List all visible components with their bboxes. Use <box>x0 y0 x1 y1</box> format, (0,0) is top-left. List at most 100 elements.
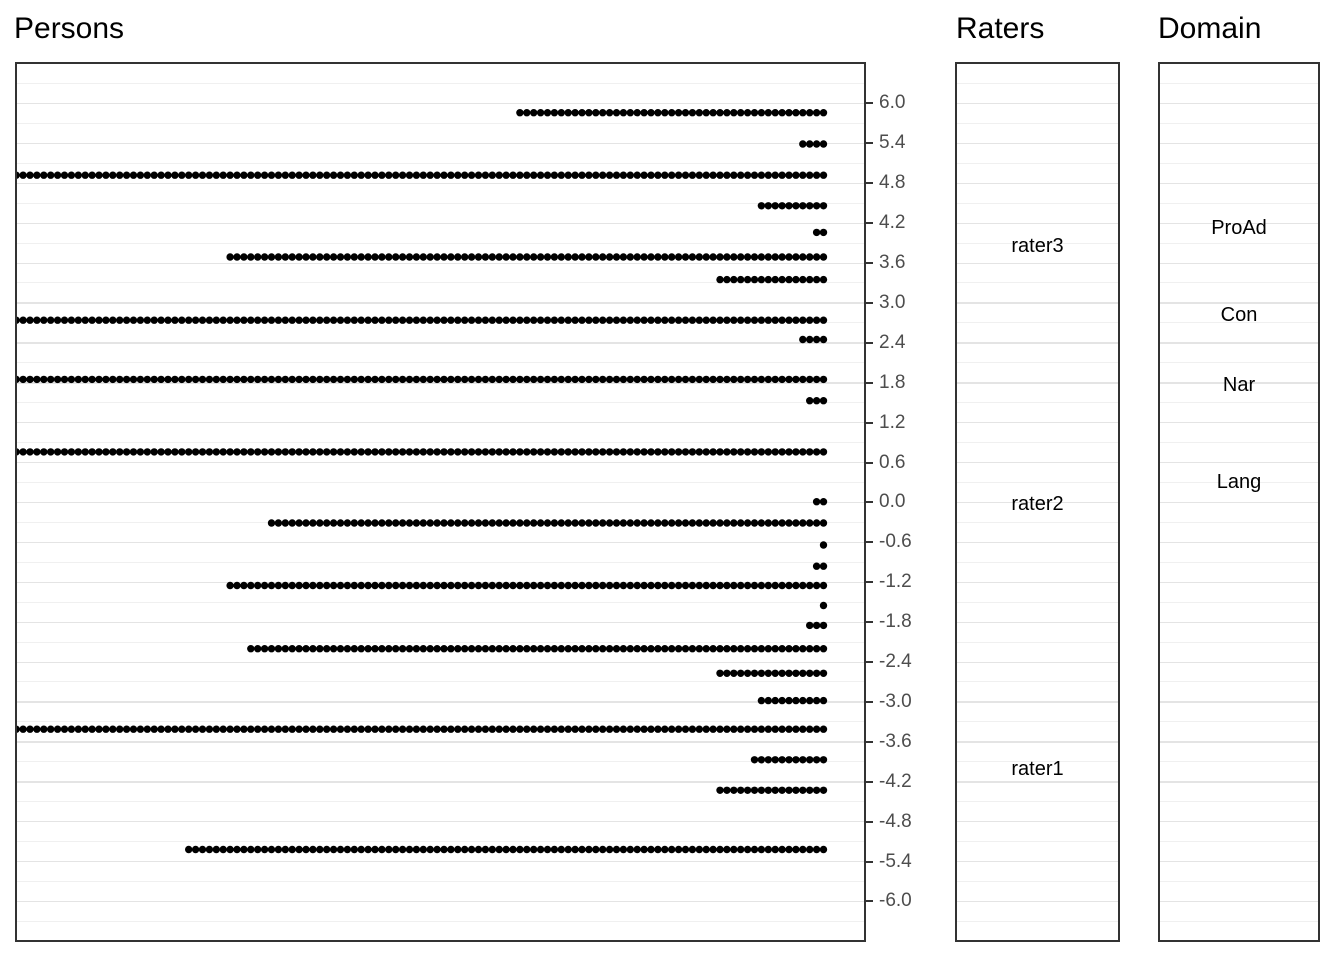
major-gridline <box>17 462 864 464</box>
y-axis-tick-label: -3.6 <box>879 730 912 752</box>
y-axis-tick-mark <box>866 461 873 464</box>
minor-gridline <box>17 402 864 404</box>
major-gridline <box>17 541 864 544</box>
major-gridline <box>17 501 864 504</box>
person-dot-row <box>819 541 828 549</box>
major-gridline <box>1160 342 1318 344</box>
domain-panel-title: Domain <box>1158 12 1262 45</box>
person-dot-row <box>185 845 828 854</box>
major-gridline <box>1160 621 1318 623</box>
major-gridline <box>957 182 1118 185</box>
y-axis-tick-label: -6.0 <box>879 890 912 912</box>
major-gridline <box>17 701 864 703</box>
minor-gridline <box>957 122 1118 124</box>
major-gridline <box>17 661 864 663</box>
major-gridline <box>17 422 864 424</box>
major-gridline <box>17 781 864 783</box>
minor-gridline <box>957 880 1118 882</box>
minor-gridline <box>1160 202 1318 204</box>
major-gridline <box>17 621 864 623</box>
person-dot-row <box>17 375 828 384</box>
person-dot-row <box>757 202 828 210</box>
domain-label-nar: Nar <box>1222 373 1256 396</box>
minor-gridline <box>957 841 1118 843</box>
person-dot-row <box>812 562 828 570</box>
raters-plot-area: rater3 rater2 rater1 <box>957 64 1118 940</box>
person-dot-row <box>750 756 828 764</box>
major-gridline <box>957 621 1118 623</box>
minor-gridline <box>957 721 1118 723</box>
minor-gridline <box>1160 920 1318 922</box>
minor-gridline <box>1160 641 1318 643</box>
person-dot-row <box>17 725 828 733</box>
y-axis-tick-label: 0.0 <box>879 491 906 513</box>
y-axis-tick-mark <box>866 301 873 304</box>
y-axis-tick-label: -0.6 <box>879 531 912 553</box>
y-axis-tick-label: 6.0 <box>879 92 906 114</box>
y-axis-tick-label: 5.4 <box>879 132 906 154</box>
minor-gridline <box>957 82 1118 84</box>
major-gridline <box>957 462 1118 464</box>
major-gridline <box>957 900 1118 903</box>
person-dot-row <box>812 228 828 237</box>
minor-gridline <box>957 242 1118 244</box>
y-axis-tick-mark <box>866 102 873 105</box>
y-axis-tick-mark <box>866 262 873 264</box>
major-gridline <box>17 581 864 584</box>
major-gridline <box>17 861 864 863</box>
major-gridline <box>1160 262 1318 264</box>
major-gridline <box>17 102 864 105</box>
minor-gridline <box>1160 162 1318 164</box>
minor-gridline <box>957 162 1118 164</box>
minor-gridline <box>1160 880 1318 882</box>
major-gridline <box>957 501 1118 504</box>
minor-gridline <box>957 362 1118 364</box>
minor-gridline <box>957 202 1118 204</box>
major-gridline <box>957 342 1118 344</box>
major-gridline <box>1160 302 1318 304</box>
person-dot-row <box>716 669 828 677</box>
persons-plot-area <box>17 64 864 940</box>
major-gridline <box>957 102 1118 105</box>
person-dot-row <box>226 581 828 590</box>
minor-gridline <box>1160 801 1318 803</box>
minor-gridline <box>17 601 864 603</box>
person-dot-row <box>757 696 828 705</box>
minor-gridline <box>1160 322 1318 324</box>
y-axis-tick-mark <box>866 860 873 863</box>
y-axis-tick-mark <box>866 381 873 384</box>
major-gridline <box>1160 581 1318 584</box>
major-gridline <box>1160 541 1318 544</box>
persons-panel-title: Persons <box>14 12 125 45</box>
minor-gridline <box>17 122 864 124</box>
major-gridline <box>1160 900 1318 903</box>
minor-gridline <box>17 362 864 364</box>
minor-gridline <box>1160 362 1318 364</box>
minor-gridline <box>17 721 864 723</box>
major-gridline <box>17 900 864 903</box>
minor-gridline <box>1160 601 1318 603</box>
major-gridline <box>957 262 1118 264</box>
minor-gridline <box>17 282 864 284</box>
major-gridline <box>957 422 1118 424</box>
y-axis-tick-mark <box>866 421 873 424</box>
y-axis-tick-mark <box>866 900 873 903</box>
y-axis-tick-label: 1.2 <box>879 411 906 433</box>
y-axis-tick-label: -5.4 <box>879 850 912 872</box>
person-dot-row <box>17 448 828 456</box>
y-axis-tick-label: -4.8 <box>879 810 912 832</box>
major-gridline <box>17 182 864 185</box>
person-dot-row <box>806 621 828 630</box>
person-dot-row <box>716 786 828 794</box>
major-gridline <box>957 861 1118 863</box>
major-gridline <box>957 142 1118 145</box>
minor-gridline <box>1160 122 1318 124</box>
minor-gridline <box>1160 442 1318 444</box>
minor-gridline <box>1160 841 1318 843</box>
major-gridline <box>1160 142 1318 145</box>
person-dot-row <box>716 275 828 284</box>
minor-gridline <box>957 681 1118 683</box>
y-axis-tick-mark <box>866 222 873 225</box>
y-axis-tick-label: 2.4 <box>879 331 906 353</box>
